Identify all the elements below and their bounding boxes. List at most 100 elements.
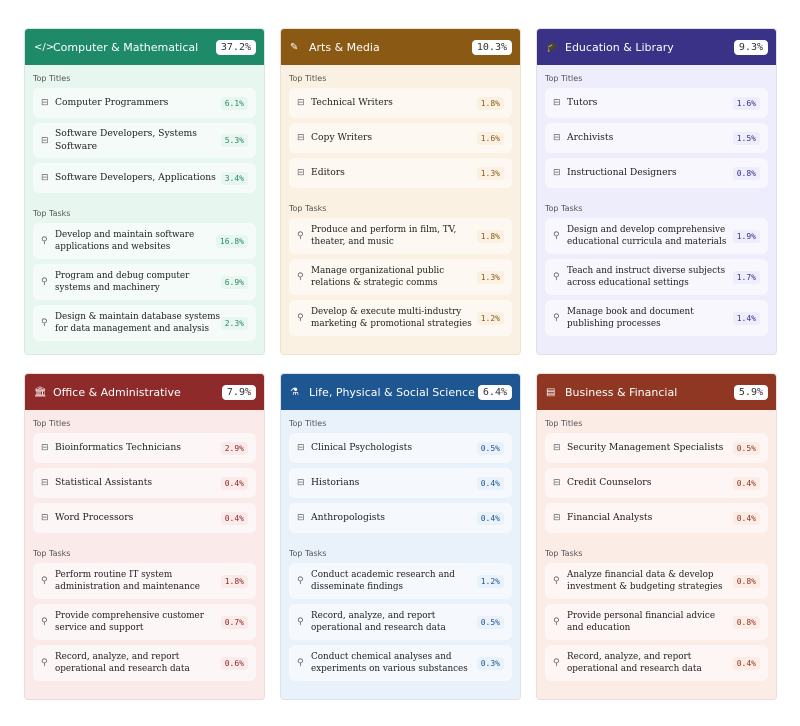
title-label: Archivists <box>567 131 614 143</box>
task-percent: 2.3% <box>220 316 248 330</box>
task-label: Provide comprehensive customer service a… <box>55 610 204 634</box>
briefcase-icon: ⊟ <box>297 478 305 488</box>
task-percent: 0.5% <box>476 615 504 629</box>
title-percent: 0.4% <box>732 476 760 490</box>
title-percent: 0.4% <box>476 511 504 525</box>
title-item: ⊟ Editors 1.3% <box>289 158 512 188</box>
title-percent: 6.1% <box>220 96 248 110</box>
category-percent: 5.9% <box>733 384 768 400</box>
title-percent: 1.6% <box>476 131 504 145</box>
wrench-icon: ⚲ <box>553 231 560 241</box>
briefcase-icon: ⊟ <box>297 513 305 523</box>
category-card: 🏛 Office & Administrative 7.9% Top Titles ⊟ B… <box>24 373 265 700</box>
title-percent: 0.8% <box>732 166 760 180</box>
category-name: Life, Physical & Social Science <box>309 385 475 399</box>
task-item: ⚲ Develop and maintain software applicati… <box>33 223 256 259</box>
task-percent: 1.9% <box>732 229 760 243</box>
task-label: Analyze financial data & develop investm… <box>567 569 723 593</box>
graduation-cap-icon: 🎓 <box>546 41 559 53</box>
title-item: ⊟ Software Developers, Applications 3.4% <box>33 163 256 193</box>
title-item: ⊟ Copy Writers 1.6% <box>289 123 512 153</box>
briefcase-icon: ⊟ <box>41 98 49 108</box>
title-percent: 0.4% <box>220 476 248 490</box>
title-label: Software Developers, Applications <box>55 171 216 183</box>
briefcase-icon: ⊟ <box>553 513 561 523</box>
title-label: Clinical Psychologists <box>311 441 413 453</box>
category-card: ▤ Business & Financial 5.9% Top Titles ⊟ Secu… <box>536 373 777 700</box>
title-item: ⊟ Anthropologists 0.4% <box>289 503 512 533</box>
title-label: Credit Counselors <box>567 476 652 488</box>
code-icon: </> <box>34 41 55 53</box>
top-tasks-label: Top Tasks <box>545 204 583 213</box>
task-item: ⚲ Program and debug computer systems and … <box>33 264 256 300</box>
title-label: Financial Analysts <box>567 511 653 523</box>
top-tasks-label: Top Tasks <box>289 549 327 558</box>
title-percent: 1.6% <box>732 96 760 110</box>
title-label: Anthropologists <box>311 511 385 523</box>
task-label: Record, analyze, and report operational … <box>311 610 446 634</box>
title-label: Technical Writers <box>311 96 393 108</box>
category-grid: </> Computer & Mathematical 37.2% Top Title… <box>24 28 777 700</box>
task-percent: 1.8% <box>476 229 504 243</box>
top-tasks-label: Top Tasks <box>33 549 71 558</box>
title-item: ⊟ Instructional Designers 0.8% <box>545 158 768 188</box>
top-titles-label: Top Titles <box>33 74 71 83</box>
task-percent: 16.8% <box>215 234 248 248</box>
task-item: ⚲ Analyze financial data & develop invest… <box>545 563 768 599</box>
wrench-icon: ⚲ <box>41 318 48 328</box>
title-percent: 1.8% <box>476 96 504 110</box>
task-label: Manage book and document publishing proc… <box>567 306 694 330</box>
task-percent: 0.6% <box>220 656 248 670</box>
task-item: ⚲ Perform routine IT system administratio… <box>33 563 256 599</box>
title-item: ⊟ Archivists 1.5% <box>545 123 768 153</box>
wrench-icon: ⚲ <box>41 277 48 287</box>
title-item: ⊟ Word Processors 0.4% <box>33 503 256 533</box>
briefcase-icon: ⊟ <box>553 168 561 178</box>
wrench-icon: ⚲ <box>41 236 48 246</box>
category-percent: 37.2% <box>215 39 256 55</box>
task-label: Develop and maintain software applicatio… <box>55 229 195 253</box>
title-item: ⊟ Bioinformatics Technicians 2.9% <box>33 433 256 463</box>
task-label: Design & maintain database systems for d… <box>55 311 221 335</box>
top-titles-label: Top Titles <box>289 419 327 428</box>
title-label: Editors <box>311 166 345 178</box>
task-percent: 0.4% <box>732 656 760 670</box>
task-item: ⚲ Record, analyze, and report operational… <box>545 645 768 681</box>
task-percent: 1.2% <box>476 311 504 325</box>
task-label: Design and develop comprehensive educati… <box>567 224 727 248</box>
title-label: Word Processors <box>55 511 134 523</box>
title-percent: 2.9% <box>220 441 248 455</box>
title-item: ⊟ Credit Counselors 0.4% <box>545 468 768 498</box>
title-item: ⊟ Statistical Assistants 0.4% <box>33 468 256 498</box>
briefcase-icon: ⊟ <box>41 443 49 453</box>
task-label: Conduct academic research and disseminat… <box>311 569 455 593</box>
task-label: Manage organizational public relations &… <box>311 265 445 289</box>
wallet-icon: ▤ <box>546 386 556 398</box>
title-item: ⊟ Clinical Psychologists 0.5% <box>289 433 512 463</box>
title-label: Instructional Designers <box>567 166 677 178</box>
briefcase-icon: ⊟ <box>297 168 305 178</box>
title-percent: 5.3% <box>220 134 248 147</box>
task-percent: 1.8% <box>220 574 248 588</box>
top-tasks-label: Top Tasks <box>33 209 71 218</box>
card-header: ✎ Arts & Media 10.3% <box>281 29 520 65</box>
title-item: ⊟ Financial Analysts 0.4% <box>545 503 768 533</box>
flask-icon: ⚗ <box>290 386 299 398</box>
title-label: Statistical Assistants <box>55 476 153 488</box>
task-label: Program and debug computer systems and m… <box>55 270 190 294</box>
title-percent: 0.4% <box>220 511 248 525</box>
briefcase-icon: ⊟ <box>297 443 305 453</box>
title-percent: 0.4% <box>732 511 760 525</box>
wrench-icon: ⚲ <box>41 617 48 627</box>
briefcase-icon: ⊟ <box>553 133 561 143</box>
title-item: ⊟ Security Management Specialists 0.5% <box>545 433 768 463</box>
briefcase-icon: ⊟ <box>297 133 305 143</box>
task-item: ⚲ Teach and instruct diverse subjects acr… <box>545 259 768 295</box>
title-percent: 0.5% <box>732 441 760 455</box>
task-label: Perform routine IT system administration… <box>55 569 200 593</box>
task-percent: 1.4% <box>732 311 760 325</box>
title-label: Computer Programmers <box>55 96 169 108</box>
wrench-icon: ⚲ <box>553 658 560 668</box>
category-name: Business & Financial <box>565 385 678 399</box>
top-tasks-label: Top Tasks <box>289 204 327 213</box>
